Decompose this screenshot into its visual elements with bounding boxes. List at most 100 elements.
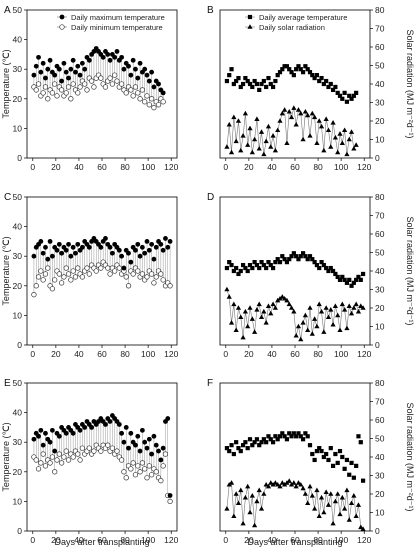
max-temp-point	[103, 422, 108, 427]
min-temp-point	[112, 268, 118, 274]
avg-temp-point	[354, 277, 359, 282]
avg-temp-point	[247, 81, 253, 87]
min-temp-point	[63, 265, 69, 271]
x-tick-label: 0	[223, 162, 228, 172]
solar-point	[332, 303, 338, 308]
solar-point	[342, 127, 348, 133]
solar-point	[335, 149, 341, 155]
solar-point	[312, 506, 318, 511]
solar-point	[321, 329, 327, 334]
y-tick-label: 10	[13, 496, 23, 506]
avg-temp-point	[307, 70, 313, 75]
avg-temp-point	[275, 257, 280, 262]
y-tick-label: 20	[375, 116, 385, 126]
solar-point	[293, 121, 299, 127]
solar-point	[286, 478, 292, 483]
min-temp-point	[52, 277, 58, 283]
solar-point	[233, 491, 239, 496]
min-temp-point	[40, 277, 46, 283]
avg-temp-point	[326, 84, 331, 90]
max-temp-point	[119, 54, 125, 60]
max-temp-point	[36, 54, 41, 60]
max-temp-point	[82, 66, 88, 72]
solar-point	[245, 323, 251, 329]
min-temp-point	[158, 478, 164, 484]
y-tick-label: 10	[375, 135, 385, 145]
avg-temp-point	[240, 443, 246, 448]
avg-temp-point	[347, 472, 352, 477]
y-tick-label: 20	[13, 94, 23, 104]
avg-temp-point	[326, 457, 331, 463]
panel-letter: B	[207, 5, 214, 16]
solar-point	[346, 136, 352, 142]
y-tick-label: 10	[13, 310, 23, 320]
avg-temp-point	[296, 257, 301, 262]
legend-label-max: Daily maximum temperature	[71, 13, 165, 22]
min-temp-point	[137, 469, 143, 475]
min-temp-point	[135, 90, 141, 96]
solar-point	[224, 144, 230, 149]
solar-point	[288, 305, 295, 310]
min-temp-point	[158, 271, 164, 277]
min-temp-point	[93, 268, 99, 274]
min-temp-point	[45, 265, 51, 271]
solar-point	[344, 151, 350, 157]
min-temp-point	[65, 271, 72, 277]
avg-temp-point	[275, 437, 280, 442]
min-temp-point	[109, 81, 116, 87]
max-temp-point	[107, 57, 113, 63]
y-tick-label: 30	[375, 98, 385, 108]
max-temp-point	[68, 66, 74, 72]
avg-temp-point	[282, 257, 287, 262]
max-temp-point	[59, 250, 65, 256]
solar-point	[355, 502, 362, 507]
avg-temp-point	[252, 260, 257, 265]
avg-temp-point	[227, 448, 232, 454]
avg-temp-point	[360, 271, 366, 277]
max-temp-point	[144, 239, 150, 244]
min-temp-point	[75, 90, 81, 96]
min-temp-point	[33, 87, 39, 93]
y-tick-label: 80	[375, 378, 385, 388]
max-temp-point	[121, 439, 127, 445]
max-temp-point	[109, 250, 115, 256]
solar-point	[233, 138, 239, 144]
max-temp-point	[163, 236, 168, 241]
x-tick-label: 40	[267, 535, 277, 545]
panel-letter: A	[4, 5, 11, 16]
max-temp-point	[146, 436, 152, 442]
avg-temp-point	[254, 437, 260, 442]
solar-point	[282, 295, 288, 301]
solar-point	[330, 321, 336, 327]
solar-point	[348, 500, 355, 506]
solar-point	[339, 494, 345, 500]
max-temp-point	[89, 425, 95, 430]
y-tick-label: 70	[375, 211, 385, 221]
avg-temp-point	[289, 254, 294, 259]
solar-point	[224, 286, 230, 292]
max-temp-point	[70, 244, 76, 250]
min-temp-point	[52, 469, 58, 475]
solar-point	[252, 136, 258, 142]
max-temp-point	[70, 430, 76, 436]
min-temp-point	[135, 463, 141, 469]
y-tick-label: 40	[13, 222, 23, 232]
avg-temp-point	[317, 446, 322, 451]
max-temp-point	[52, 72, 58, 78]
avg-temp-point	[330, 87, 336, 93]
avg-temp-point	[287, 257, 292, 262]
legend-marker-max	[59, 14, 65, 20]
avg-temp-point	[234, 265, 239, 271]
solar-point	[309, 493, 315, 498]
solar-point	[337, 327, 343, 332]
x-tick-label: 120	[164, 535, 178, 545]
avg-temp-point	[266, 75, 271, 81]
solar-point	[328, 307, 334, 312]
avg-temp-point	[298, 67, 303, 72]
solar-point	[335, 491, 341, 496]
max-temp-point	[142, 66, 148, 72]
solar-point	[256, 145, 262, 151]
max-temp-point	[112, 54, 118, 60]
max-temp-point	[139, 244, 145, 250]
solar-point	[254, 307, 260, 312]
